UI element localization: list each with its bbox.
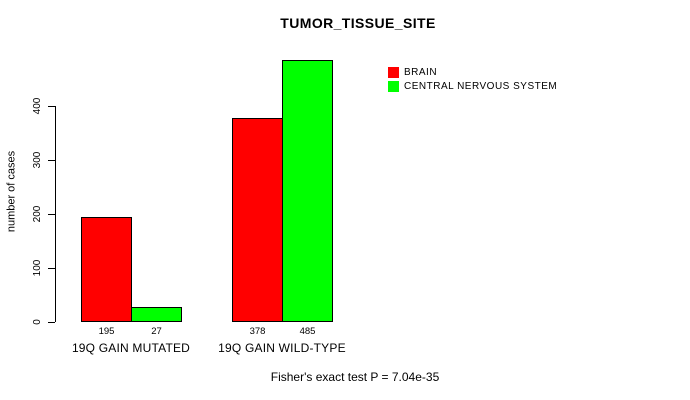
legend: BRAIN CENTRAL NERVOUS SYSTEM: [388, 66, 557, 93]
y-tick: [48, 160, 55, 161]
bar-value-label: 485: [299, 326, 316, 337]
bar: [282, 60, 333, 322]
legend-item: CENTRAL NERVOUS SYSTEM: [388, 80, 557, 94]
y-tick-label: 300: [31, 151, 43, 169]
bar: [232, 117, 283, 322]
y-tick: [48, 268, 55, 269]
legend-swatch: [388, 67, 399, 79]
y-axis-line: [55, 106, 56, 322]
y-tick-label: 100: [31, 259, 43, 277]
x-category-label: 19Q GAIN WILD-TYPE: [218, 341, 346, 355]
bar-value-label: 195: [98, 326, 115, 337]
y-tick: [48, 214, 55, 215]
legend-swatch: [388, 80, 399, 92]
annotation-text: Fisher's exact test P = 7.04e-35: [270, 370, 440, 384]
y-tick: [48, 106, 55, 107]
chart-title: TUMOR_TISSUE_SITE: [280, 15, 436, 31]
x-category-label: 19Q GAIN MUTATED: [71, 341, 191, 355]
y-axis-label: number of cases: [5, 150, 18, 233]
bar-value-label: 378: [249, 326, 266, 337]
y-tick-label: 200: [31, 205, 43, 223]
bar: [131, 307, 182, 322]
legend-item: BRAIN: [388, 66, 557, 80]
bar-value-label: 27: [151, 326, 162, 337]
legend-label: BRAIN: [404, 67, 438, 79]
legend-label: CENTRAL NERVOUS SYSTEM: [404, 80, 558, 92]
y-tick: [48, 322, 55, 323]
y-tick-label: 400: [31, 97, 43, 115]
y-tick-label: 0: [31, 319, 43, 325]
bar: [81, 216, 132, 322]
